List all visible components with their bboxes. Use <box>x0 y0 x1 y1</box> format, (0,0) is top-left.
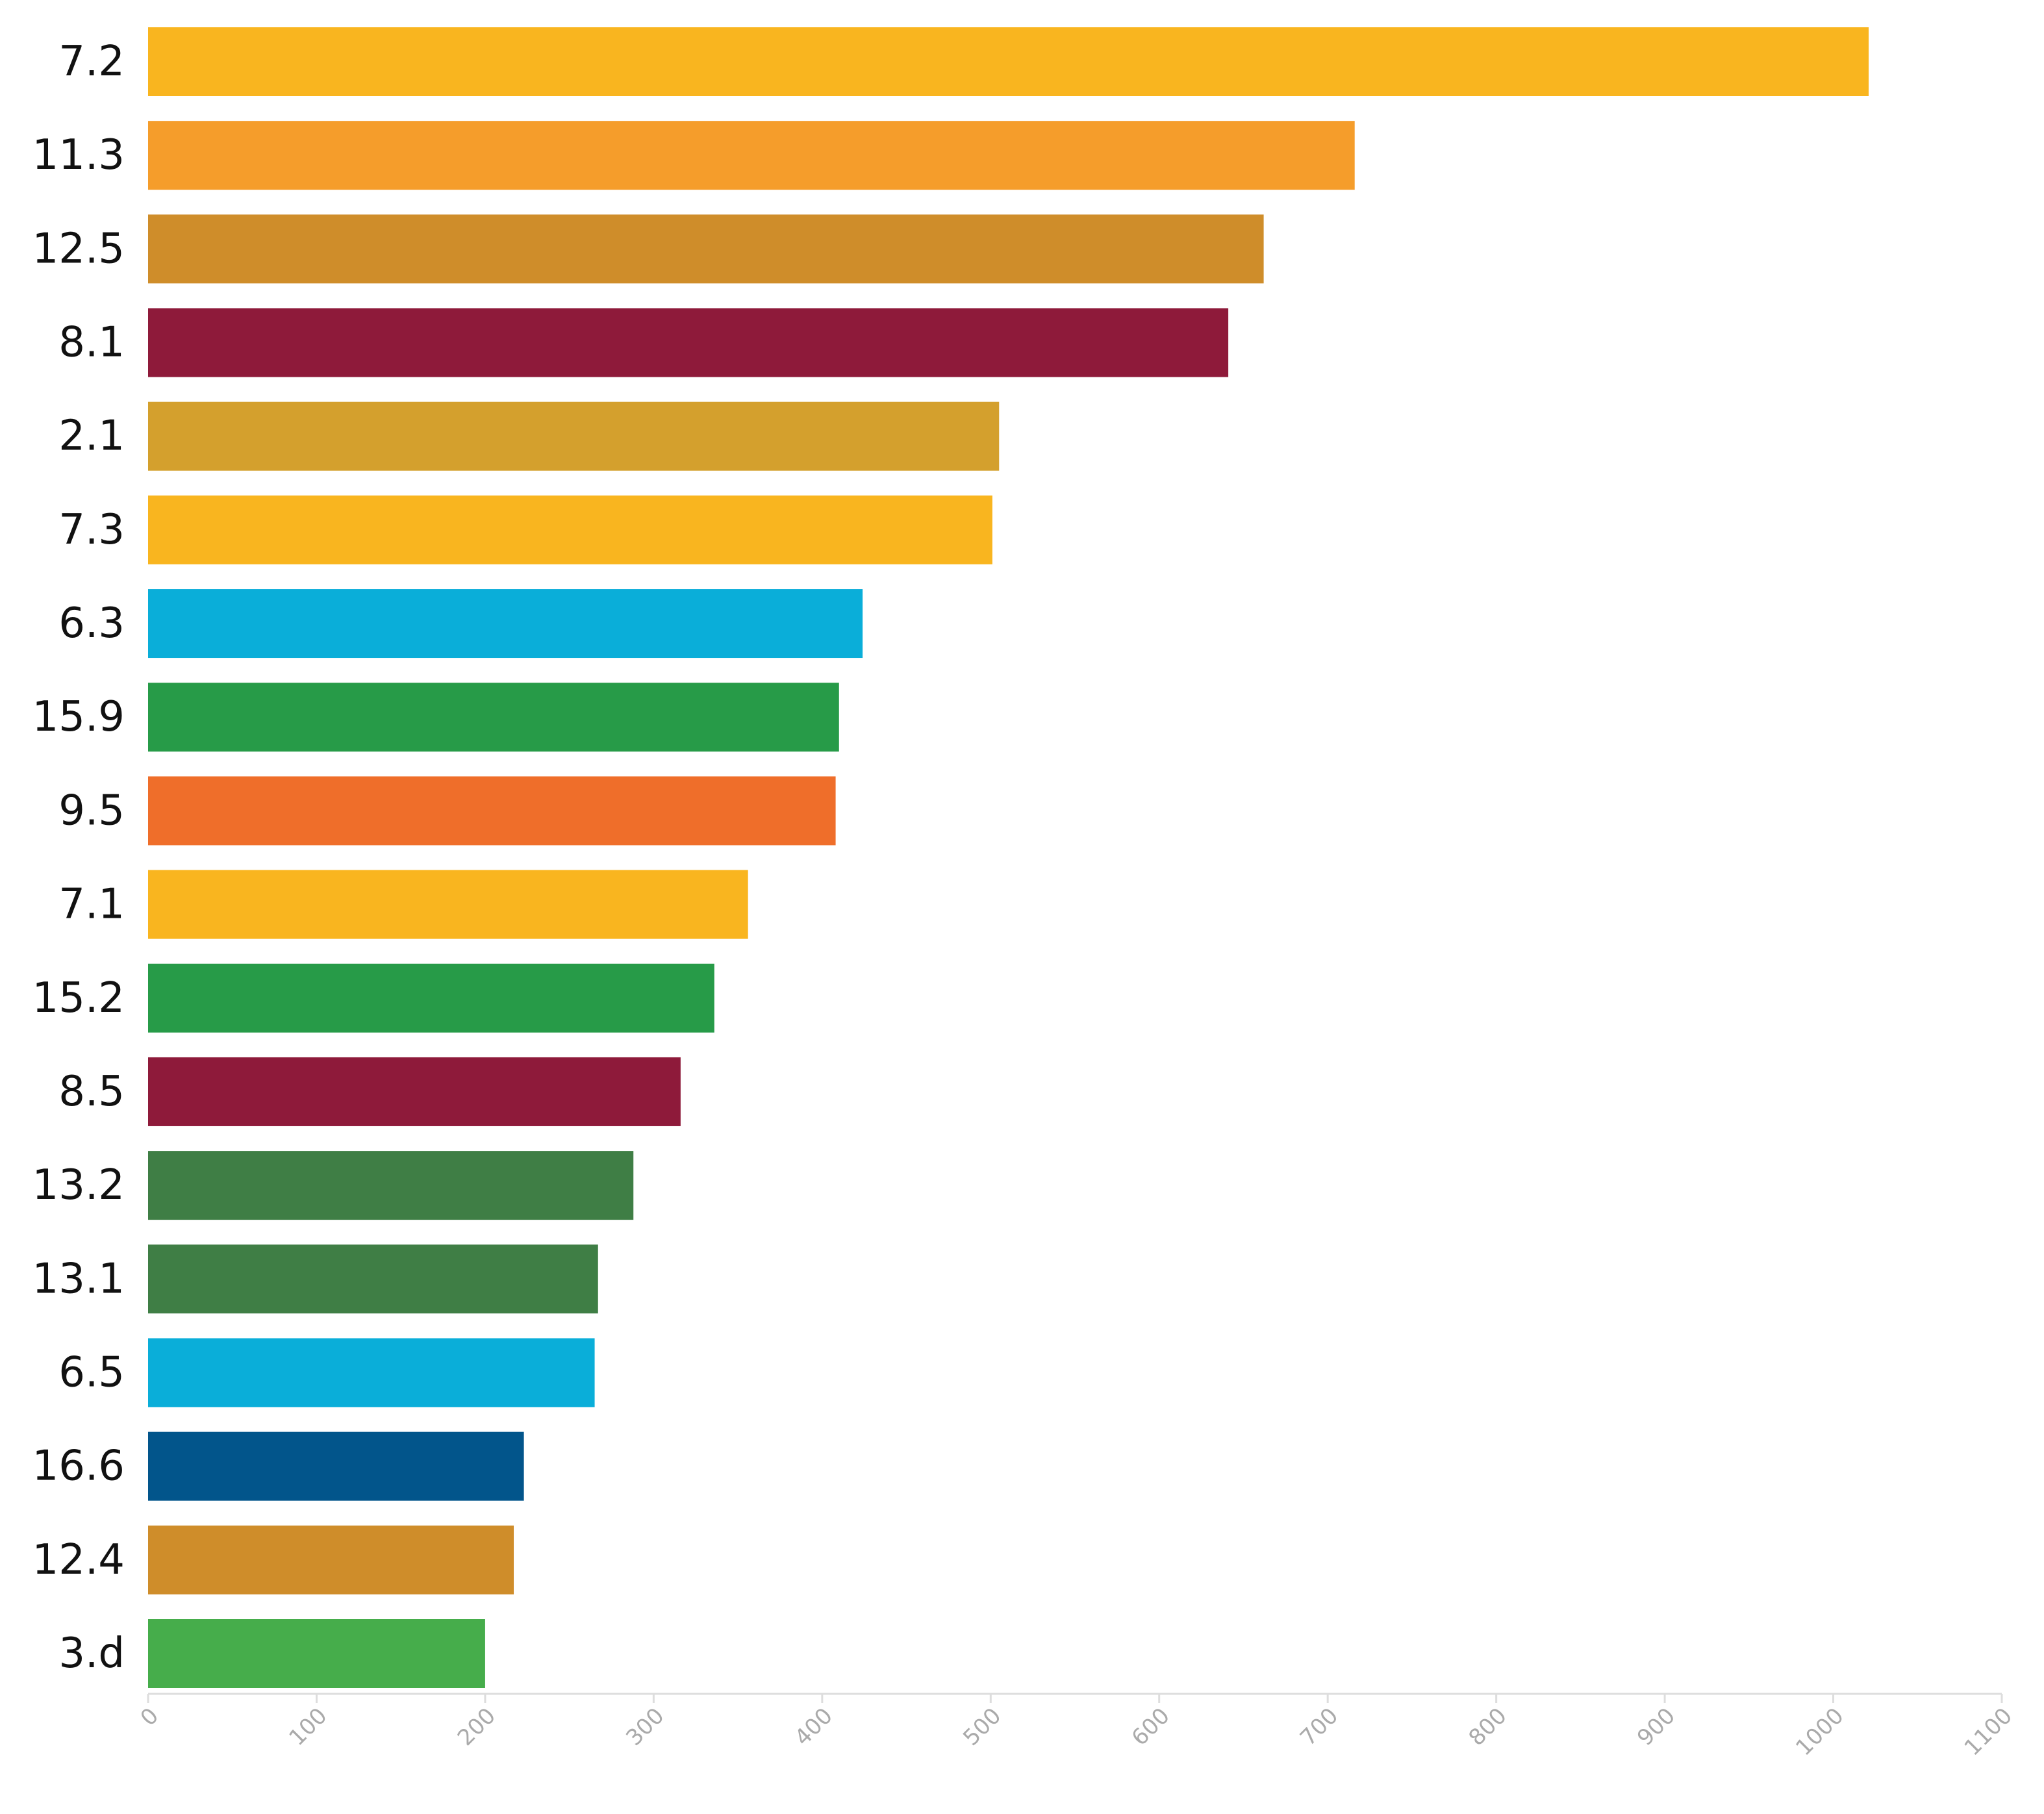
x-tick-label: 100 <box>284 1703 332 1751</box>
bar <box>148 1619 485 1688</box>
category-labels: 7.2 11.3 12.5 8.1 2.1 7.3 6.3 15.9 9.5 7.1 15.2 8.5… <box>32 38 125 1678</box>
x-tick-label: 600 <box>1127 1703 1175 1751</box>
x-axis: 0 100 200 300 400 500 600 700 800 900 1000 1100 <box>136 1693 2017 1761</box>
x-tick-label: 800 <box>1464 1703 1512 1751</box>
category-label: 3.d <box>58 1630 125 1678</box>
bar <box>148 401 1000 471</box>
category-label: 13.2 <box>32 1161 125 1209</box>
category-label: 7.2 <box>58 38 125 86</box>
x-tick-label: 0 <box>136 1703 164 1732</box>
category-label: 2.1 <box>58 412 125 460</box>
bars-layer <box>148 27 1869 1688</box>
x-tick-label: 900 <box>1632 1703 1680 1751</box>
bar <box>148 121 1355 190</box>
bar <box>148 870 748 939</box>
bar <box>148 1244 598 1314</box>
bar <box>148 214 1264 284</box>
category-label: 15.9 <box>32 693 125 741</box>
category-label: 6.3 <box>58 599 125 648</box>
bar <box>148 1431 524 1501</box>
x-tick-label: 1100 <box>1960 1703 2017 1761</box>
category-label: 7.1 <box>58 881 125 929</box>
x-tick-label: 300 <box>621 1703 669 1751</box>
category-label: 12.5 <box>32 225 125 273</box>
category-label: 7.3 <box>58 506 125 554</box>
category-label: 9.5 <box>58 787 125 835</box>
category-label: 12.4 <box>32 1536 125 1584</box>
bar <box>148 683 839 752</box>
category-label: 8.1 <box>58 319 125 367</box>
category-label: 16.6 <box>32 1442 125 1491</box>
bar <box>148 1338 595 1407</box>
bar <box>148 776 836 846</box>
category-label: 15.2 <box>32 974 125 1022</box>
bar <box>148 1151 634 1220</box>
bar <box>148 589 863 659</box>
x-tick-label: 400 <box>790 1703 838 1751</box>
bar <box>148 1525 514 1594</box>
bar <box>148 963 714 1033</box>
bar <box>148 495 992 564</box>
category-label: 11.3 <box>32 131 125 179</box>
x-tick-label: 500 <box>958 1703 1006 1751</box>
category-label: 13.1 <box>32 1255 125 1303</box>
category-label: 8.5 <box>58 1068 125 1116</box>
bar <box>148 1057 681 1126</box>
bar <box>148 27 1869 96</box>
bar <box>148 308 1229 377</box>
x-tick-label: 700 <box>1295 1703 1343 1751</box>
x-tick-label: 1000 <box>1791 1703 1848 1761</box>
category-label: 6.5 <box>58 1348 125 1396</box>
x-tick-label: 200 <box>453 1703 501 1751</box>
